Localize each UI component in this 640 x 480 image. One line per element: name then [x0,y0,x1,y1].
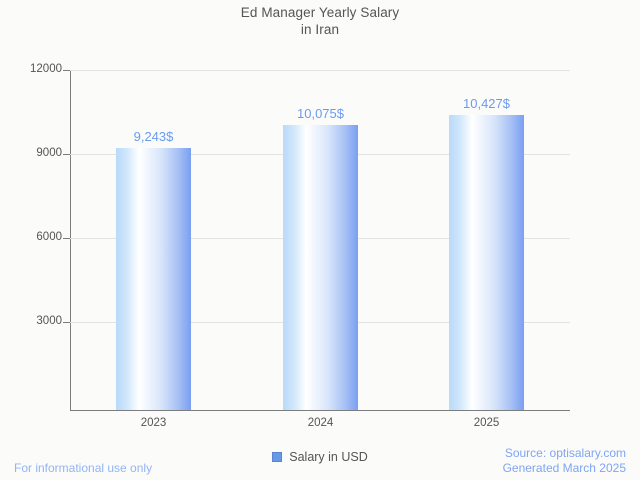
chart-legend[interactable]: Salary in USD [0,450,640,464]
y-axis-line [70,70,71,411]
chart-title-line1: Ed Manager Yearly Salary [240,5,400,20]
bar-2024[interactable] [283,125,358,410]
chart-title: Ed Manager Yearly Salary in Iran [0,4,640,38]
y-axis-tick-6000 [63,238,70,239]
footer-source: Source: optisalary.com [504,446,626,460]
x-axis-line [70,410,570,411]
bar-value-label-2024: 10,075$ [297,106,344,121]
x-axis-label-2025: 2025 [473,417,500,429]
y-axis-tick-label-3000: 3000 [36,315,62,327]
bar-value-label-2023: 9,243$ [133,129,174,144]
chart-title-line2: in Iran [300,22,340,37]
footer-generated-date: Generated March 2025 [502,461,626,475]
gridline-12000 [70,70,570,71]
bar-2025[interactable] [449,115,524,410]
y-axis-tick-9000 [63,154,70,155]
y-axis-tick-12000 [63,70,70,71]
x-axis-label-2024: 2024 [307,417,334,429]
bar-group-2023[interactable]: 9,243$ [116,70,191,410]
footer-source-block: Source: optisalary.com Generated March 2… [503,446,626,476]
y-axis-tick-label-12000: 12000 [30,63,62,75]
bar-group-2025[interactable]: 10,427$ [449,70,524,410]
legend-item-label-salary: Salary in USD [289,450,368,464]
y-axis-labels: 12000 9000 6000 3000 [0,0,62,480]
bar-2023[interactable] [116,148,191,410]
y-axis-tick-label-6000: 6000 [36,231,62,243]
bar-group-2024[interactable]: 10,075$ [283,70,358,410]
y-axis-tick-3000 [63,322,70,323]
footer-disclaimer: For informational use only [14,461,153,475]
x-axis-label-2023: 2023 [140,417,167,429]
legend-swatch-icon [272,452,283,462]
bar-value-label-2025: 10,427$ [463,96,510,111]
plot-area: 9,243$ 10,075$ 10,427$ [70,70,570,410]
y-axis-tick-label-9000: 9000 [36,147,62,159]
